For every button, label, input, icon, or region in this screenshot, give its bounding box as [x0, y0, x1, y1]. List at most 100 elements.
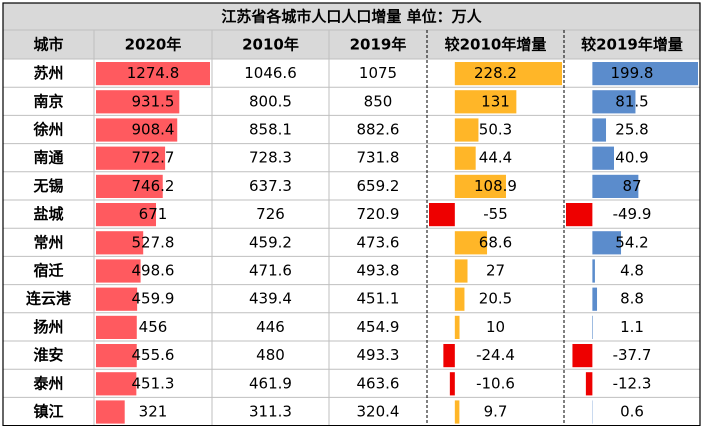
increase-vs-2010-value: 228.2: [474, 64, 517, 82]
city-label: 淮安: [33, 346, 63, 364]
increase-vs-2019-bar: [592, 231, 622, 255]
value-2010: 446: [256, 318, 285, 336]
value-2019: 454.9: [357, 318, 400, 336]
value-2010: 461.9: [249, 374, 292, 392]
increase-vs-2010-bar: [454, 315, 460, 339]
increase-vs-2010-bar-negative: [443, 344, 455, 368]
value-2020: 931.5: [132, 92, 175, 110]
value-2010: 637.3: [249, 177, 292, 195]
value-2020: 321: [139, 403, 168, 421]
increase-vs-2019-bar: [592, 118, 607, 142]
bar-2020: [96, 372, 137, 396]
bar-2020: [96, 203, 157, 227]
bar-2020: [96, 231, 144, 255]
increase-vs-2019-value: 1.1: [620, 318, 644, 336]
value-2019: 473.6: [357, 233, 400, 251]
increase-vs-2019-value: 54.2: [615, 233, 648, 251]
value-2019: 451.1: [357, 290, 400, 308]
value-2019: 731.8: [357, 149, 400, 167]
value-2010: 858.1: [249, 121, 292, 139]
value-2010: 728.3: [249, 149, 292, 167]
value-2020: 527.8: [132, 233, 175, 251]
bar-2020: [96, 259, 141, 283]
increase-vs-2019-value: 81.5: [615, 92, 648, 110]
value-2010: 480: [256, 346, 285, 364]
increase-vs-2010-value: 50.3: [479, 121, 512, 139]
title-background: [3, 3, 700, 30]
column-header: 2020年: [125, 36, 182, 54]
value-2010: 800.5: [249, 92, 292, 110]
bar-2020: [96, 62, 210, 86]
increase-vs-2010-value: 44.4: [479, 149, 512, 167]
increase-vs-2010-value: 108.9: [474, 177, 517, 195]
bar-2020: [96, 90, 180, 114]
increase-vs-2019-bar: [592, 174, 639, 198]
bar-2020: [96, 174, 163, 198]
value-2019: 882.6: [357, 121, 400, 139]
increase-vs-2019-value: 40.9: [615, 149, 648, 167]
value-2019: 850: [364, 92, 393, 110]
bar-2020: [96, 146, 166, 170]
increase-vs-2019-value: 8.8: [620, 290, 644, 308]
column-header: 2019年: [350, 36, 407, 54]
value-2019: 320.4: [357, 403, 400, 421]
increase-vs-2010-bar: [454, 287, 465, 311]
table-title: 江苏省各城市人口人口增量 单位：万人: [221, 8, 482, 26]
value-2020: 772.7: [132, 149, 175, 167]
value-2020: 671: [139, 205, 168, 223]
city-label: 盐城: [33, 205, 63, 223]
increase-vs-2010-bar: [454, 146, 476, 170]
increase-vs-2019-bar: [592, 62, 698, 86]
value-2020: 451.3: [132, 374, 175, 392]
value-2020: 456: [139, 318, 168, 336]
increase-vs-2019-bar: [592, 90, 636, 114]
increase-vs-2019-bar: [592, 146, 614, 170]
increase-vs-2010-bar: [454, 90, 517, 114]
increase-vs-2010-bar-negative: [429, 203, 455, 227]
increase-vs-2019-value: 87: [622, 177, 641, 195]
city-label: 连云港: [26, 290, 72, 308]
value-2010: 726: [256, 205, 285, 223]
increase-vs-2010-value: 9.7: [484, 403, 508, 421]
increase-vs-2010-bar: [454, 62, 562, 86]
bar-2020: [96, 118, 178, 142]
increase-vs-2019-value: -12.3: [613, 374, 652, 392]
value-2020: 746.2: [132, 177, 175, 195]
increase-vs-2010-value: 20.5: [479, 290, 512, 308]
increase-vs-2010-value: 68.6: [479, 233, 512, 251]
increase-vs-2019-bar: [592, 287, 598, 311]
bar-2020: [96, 315, 137, 339]
increase-vs-2010-value: 10: [486, 318, 505, 336]
value-2010: 1046.6: [244, 64, 297, 82]
value-2020: 1274.8: [127, 64, 180, 82]
increase-vs-2019-bar-negative: [572, 344, 593, 368]
value-2020: 455.6: [132, 346, 175, 364]
header-background: [3, 30, 700, 59]
city-label: 常州: [33, 233, 63, 251]
increase-vs-2019-bar: [592, 315, 593, 339]
value-2019: 493.8: [357, 262, 400, 280]
increase-vs-2010-value: 27: [486, 262, 505, 280]
increase-vs-2010-bar: [454, 259, 468, 283]
increase-vs-2010-bar: [454, 231, 488, 255]
value-2019: 659.2: [357, 177, 400, 195]
increase-vs-2019-value: 0.6: [620, 403, 644, 421]
bar-2020: [96, 287, 138, 311]
city-label: 宿迁: [33, 262, 63, 280]
city-label: 南京: [33, 92, 63, 110]
increase-vs-2019-value: -37.7: [613, 346, 652, 364]
bar-2020: [96, 400, 125, 424]
increase-vs-2019-bar: [592, 259, 595, 283]
value-2020: 908.4: [132, 121, 175, 139]
value-2010: 471.6: [249, 262, 292, 280]
bar-2020: [96, 344, 137, 368]
city-label: 镇江: [33, 403, 63, 421]
value-2010: 439.4: [249, 290, 292, 308]
value-2020: 498.6: [132, 262, 175, 280]
column-header: 较2019年增量: [581, 36, 683, 54]
increase-vs-2019-value: -49.9: [613, 205, 652, 223]
value-2010: 459.2: [249, 233, 292, 251]
city-label: 苏州: [33, 64, 63, 82]
increase-vs-2010-bar-negative: [449, 372, 455, 396]
